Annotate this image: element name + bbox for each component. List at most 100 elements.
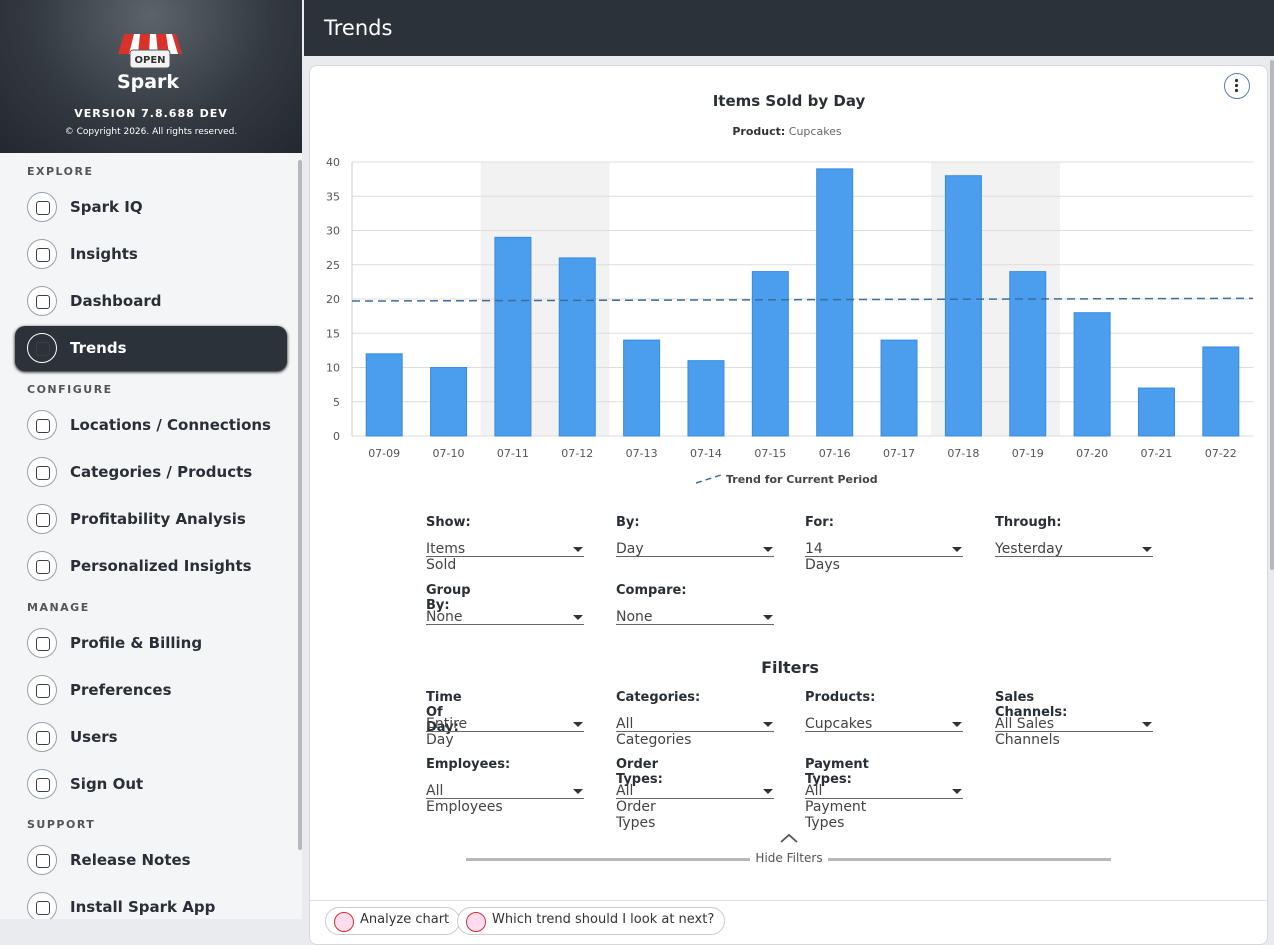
nav-item[interactable]: Profitability Analysis: [70, 510, 246, 528]
y-tick-label: 25: [326, 259, 340, 272]
x-tick-label: 07-13: [626, 447, 658, 460]
dropdown-arrow: [763, 547, 773, 552]
field-underline: [995, 556, 1153, 557]
field-value[interactable]: Yesterday: [995, 541, 1063, 557]
field-value[interactable]: All Employees: [426, 783, 503, 815]
nav-item[interactable]: Install Spark App: [70, 898, 216, 916]
nav-item[interactable]: Trends: [70, 339, 127, 357]
field-value[interactable]: All Order Types: [616, 783, 656, 831]
subtitle-label: Product:: [732, 125, 785, 138]
y-tick-label: 0: [333, 430, 340, 443]
nav-item[interactable]: Personalized Insights: [70, 557, 252, 575]
bar: [816, 168, 854, 437]
field-underline: [426, 624, 584, 625]
dropdown-arrow: [763, 789, 773, 794]
logo-sign-text: OPEN: [134, 55, 165, 66]
field-label: Products:: [805, 690, 876, 705]
field-underline: [995, 731, 1153, 732]
bar: [880, 339, 918, 437]
field-label: For:: [805, 515, 834, 530]
suggestion-chip[interactable]: Analyze chart: [325, 907, 461, 935]
field-label: Payment Types:: [805, 757, 869, 787]
x-tick-label: 07-19: [1012, 447, 1044, 460]
x-tick-label: 07-17: [883, 447, 915, 460]
page-header: Trends: [304, 0, 1274, 56]
menu-button[interactable]: [1224, 73, 1250, 99]
bar: [623, 339, 661, 437]
x-tick-label: 07-12: [561, 447, 593, 460]
hide-filters[interactable]: Hide Filters: [750, 851, 828, 865]
field-value[interactable]: 14 Days: [805, 541, 840, 573]
field-value[interactable]: Entire Day: [426, 716, 468, 748]
field-underline: [426, 731, 584, 732]
dropdown-arrow: [1142, 722, 1152, 727]
field-value[interactable]: None: [616, 609, 653, 625]
nav-item[interactable]: Locations / Connections: [70, 416, 271, 434]
chevron-up[interactable]: [779, 832, 799, 844]
field-value[interactable]: Items Sold: [426, 541, 466, 573]
separator: [310, 900, 1268, 901]
nav-icon: [27, 286, 57, 316]
nav-item[interactable]: Profile & Billing: [70, 634, 203, 652]
field-label: Order Types:: [616, 757, 663, 787]
brand: Spark: [117, 71, 179, 93]
x-tick-label: 07-20: [1076, 447, 1108, 460]
field-label: Show:: [426, 515, 471, 530]
x-tick-label: 07-21: [1140, 447, 1172, 460]
legend-label: Trend for Current Period: [726, 473, 878, 486]
section-title: SUPPORT: [27, 818, 96, 831]
y-tick-label: 35: [326, 190, 340, 203]
field-label: Through:: [995, 515, 1062, 530]
sidebar-header: OPEN Spark VERSION 7.8.688 DEV © Copyrig…: [0, 0, 302, 153]
nav-item[interactable]: Spark IQ: [70, 198, 143, 216]
bar: [751, 271, 789, 437]
field-underline: [426, 556, 584, 557]
copyright: © Copyright 2026. All rights reserved.: [64, 127, 238, 137]
suggestion-chip[interactable]: Which trend should I look at next?: [457, 907, 726, 935]
nav-item[interactable]: Dashboard: [70, 292, 162, 310]
field-label: Group By:: [426, 583, 471, 613]
x-tick-label: 07-10: [433, 447, 465, 460]
field-value[interactable]: All Sales Channels: [995, 716, 1060, 748]
field-underline: [616, 731, 774, 732]
x-tick-label: 07-09: [368, 447, 400, 460]
chip-icon: [334, 912, 354, 932]
nav-item[interactable]: Insights: [70, 245, 138, 263]
nav-item[interactable]: Preferences: [70, 681, 172, 699]
y-tick-label: 40: [326, 156, 340, 169]
field-value[interactable]: Day: [616, 541, 644, 557]
field-value[interactable]: All Categories: [616, 716, 692, 748]
dropdown-arrow: [952, 547, 962, 552]
field-value[interactable]: Cupcakes: [805, 716, 873, 732]
awning-stripes: [129, 34, 178, 54]
bar: [1073, 312, 1111, 437]
field-underline: [616, 798, 774, 799]
dropdown-arrow: [763, 722, 773, 727]
trend-line: [351, 297, 1254, 302]
nav-icon: [27, 333, 57, 363]
field-label: By:: [616, 515, 640, 530]
chart-title: Items Sold by Day: [713, 92, 866, 110]
dropdown-arrow: [952, 789, 962, 794]
bar: [494, 236, 532, 437]
bar: [1009, 271, 1047, 437]
y-tick-label: 30: [326, 225, 340, 238]
nav-item[interactable]: Categories / Products: [70, 463, 253, 481]
scrollbar: [1270, 60, 1274, 570]
field-label: Employees:: [426, 757, 511, 772]
nav-item[interactable]: Sign Out: [70, 775, 144, 793]
nav-icon: [27, 675, 57, 705]
bar: [558, 257, 596, 437]
bar: [1202, 346, 1240, 437]
field-value[interactable]: None: [426, 609, 463, 625]
field-value[interactable]: All Payment Types: [805, 783, 867, 831]
menu-icon: [1234, 78, 1239, 93]
bar: [944, 175, 982, 437]
bar: [365, 353, 403, 437]
nav-item[interactable]: Users: [70, 728, 118, 746]
nav-item[interactable]: Release Notes: [70, 851, 191, 869]
section-title: MANAGE: [27, 601, 90, 614]
field-label: Compare:: [616, 583, 687, 598]
nav-icon: [27, 892, 57, 919]
